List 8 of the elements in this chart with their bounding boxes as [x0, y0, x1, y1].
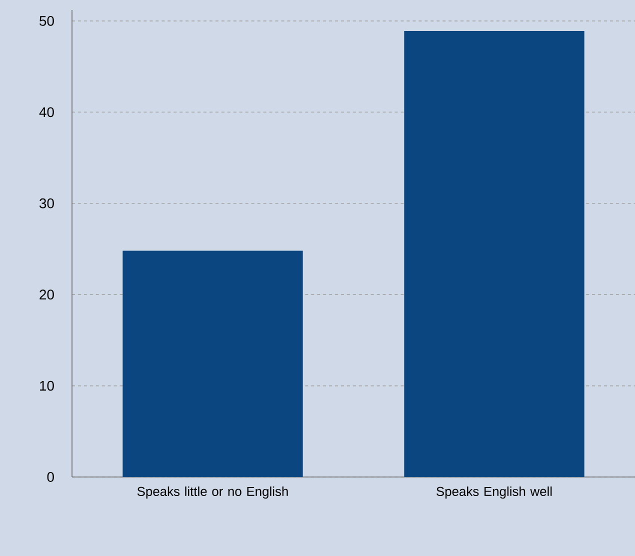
y-tick-label: 0	[47, 472, 54, 482]
y-tick-label: 10	[40, 380, 54, 391]
y-tick-label: 40	[39, 107, 54, 118]
y-tick-label: 50	[40, 16, 54, 26]
x-tick-label: Speaks English well	[436, 486, 552, 499]
y-tick-label: 30	[39, 198, 54, 208]
x-tick-label: Speaks little or no English	[137, 486, 288, 499]
y-tick-label: 20	[40, 290, 54, 300]
